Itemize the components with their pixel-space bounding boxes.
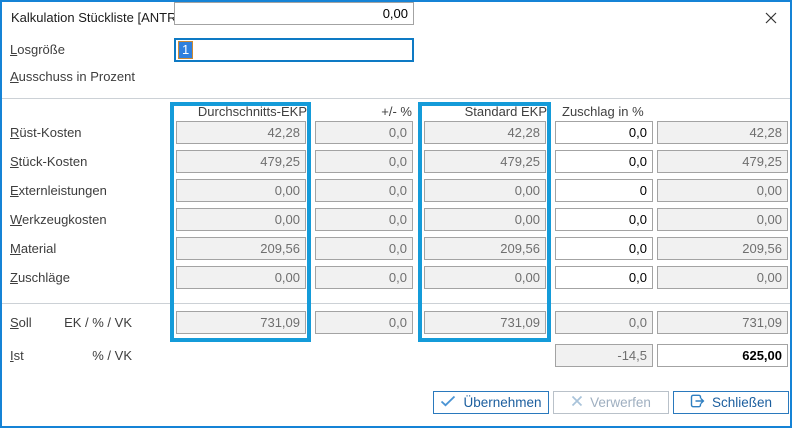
losgroesse-selected-text: 1 — [178, 41, 194, 59]
x-icon — [571, 395, 583, 410]
soll-row: Soll EK / % / VK 731,09 0,0 731,09 0,0 7… — [2, 311, 790, 334]
row-label-stueck-kosten: Stück-Kosten — [10, 154, 88, 169]
material-zuschlag-input[interactable] — [555, 237, 653, 260]
table-row: Rüst-Kosten 42,28 0,0 42,28 42,28 — [2, 121, 790, 144]
werkzeug-zuschlag-input[interactable] — [555, 208, 653, 231]
table-row: Externleistungen 0,00 0,0 0,00 0,00 — [2, 179, 790, 202]
material-total-field: 209,56 — [657, 237, 788, 260]
material-std-ekp-field: 209,56 — [424, 237, 546, 260]
verwerfen-label: Verwerfen — [590, 395, 651, 410]
material-pct-field: 0,0 — [315, 237, 413, 260]
soll-avg-ekp-field: 731,09 — [176, 311, 306, 334]
stueck-std-ekp-field: 479,25 — [424, 150, 546, 173]
table-header-row: Durchschnitts-EKP +/- % Standard EKP Zus… — [2, 103, 790, 120]
table-row: Zuschläge 0,00 0,0 0,00 0,0 0 — [2, 266, 790, 289]
soll-label: Soll — [10, 315, 32, 330]
close-button[interactable] — [757, 7, 785, 33]
table-row: Werkzeugkosten 0,00 0,0 0,00 0,0 0 — [2, 208, 790, 231]
extern-std-ekp-field: 0,00 — [424, 179, 546, 202]
extern-pct-field: 0,0 — [315, 179, 413, 202]
row-label-material: Material — [10, 241, 57, 256]
header-plus-minus-pct: +/- % — [381, 104, 412, 119]
stueck-avg-ekp-field: 479,25 — [176, 150, 306, 173]
soll-sublabel: EK / % / VK — [64, 315, 132, 330]
material-avg-ekp-field: 209,56 — [176, 237, 306, 260]
header-zuschlag: Zuschlag in % — [562, 104, 644, 119]
zuschlaege-std-ekp-field: 0,00 — [424, 266, 546, 289]
ist-sublabel: % / VK — [92, 348, 132, 363]
ist-row: Ist % / VK -14,5 — [2, 344, 790, 367]
row-label-werkzeugkosten: Werkzeugkosten — [10, 212, 107, 227]
extern-avg-ekp-field: 0,00 — [176, 179, 306, 202]
ruest-avg-ekp-field: 42,28 — [176, 121, 306, 144]
ruest-zuschlag-input[interactable] — [555, 121, 653, 144]
schliessen-button[interactable]: Schließen — [673, 391, 789, 414]
zuschlaege-pct-field: 0,0 — [315, 266, 413, 289]
row-label-zuschlaege: Zuschläge — [10, 270, 70, 285]
header-standard-ekp: Standard EKP — [464, 104, 547, 119]
werkzeug-avg-ekp-field: 0,00 — [176, 208, 306, 231]
zuschlaege-avg-ekp-field: 0,00 — [176, 266, 306, 289]
uebernehmen-label: Übernehmen — [463, 395, 542, 410]
losgroesse-input[interactable]: 1 — [174, 38, 414, 62]
ist-vk-input[interactable] — [657, 344, 788, 367]
schliessen-label: Schließen — [711, 395, 773, 410]
close-icon — [764, 11, 778, 30]
header-durchschnitts-ekp: Durchschnitts-EKP — [197, 104, 307, 119]
ruest-total-field: 42,28 — [657, 121, 788, 144]
soll-zuschlag-field: 0,0 — [555, 311, 653, 334]
stueck-total-field: 479,25 — [657, 150, 788, 173]
werkzeug-pct-field: 0,0 — [315, 208, 413, 231]
extern-total-field: 0,00 — [657, 179, 788, 202]
ist-label: Ist — [10, 348, 24, 363]
werkzeug-total-field: 0,00 — [657, 208, 788, 231]
exit-icon — [690, 394, 705, 411]
table-row: Stück-Kosten 479,25 0,0 479,25 479,25 — [2, 150, 790, 173]
table-row: Material 209,56 0,0 209,56 209,56 — [2, 237, 790, 260]
row-label-ruest-kosten: Rüst-Kosten — [10, 125, 82, 140]
soll-total-field: 731,09 — [657, 311, 788, 334]
stueck-zuschlag-input[interactable] — [555, 150, 653, 173]
werkzeug-std-ekp-field: 0,00 — [424, 208, 546, 231]
stueck-pct-field: 0,0 — [315, 150, 413, 173]
check-icon — [440, 395, 456, 410]
separator-totals — [2, 303, 790, 304]
losgroesse-label: Losgröße — [10, 42, 65, 57]
uebernehmen-button[interactable]: Übernehmen — [433, 391, 549, 414]
row-label-externleistungen: Externleistungen — [10, 183, 107, 198]
extern-zuschlag-input[interactable] — [555, 179, 653, 202]
ruest-pct-field: 0,0 — [315, 121, 413, 144]
ruest-std-ekp-field: 42,28 — [424, 121, 546, 144]
verwerfen-button: Verwerfen — [553, 391, 669, 414]
soll-pct-field: 0,0 — [315, 311, 413, 334]
zuschlaege-total-field: 0,00 — [657, 266, 788, 289]
ist-pct-field: -14,5 — [555, 344, 653, 367]
zuschlaege-zuschlag-input[interactable] — [555, 266, 653, 289]
ausschuss-input[interactable] — [174, 2, 414, 25]
separator-top — [2, 98, 790, 99]
ausschuss-label: Ausschuss in Prozent — [10, 69, 136, 84]
soll-std-ekp-field: 731,09 — [424, 311, 546, 334]
